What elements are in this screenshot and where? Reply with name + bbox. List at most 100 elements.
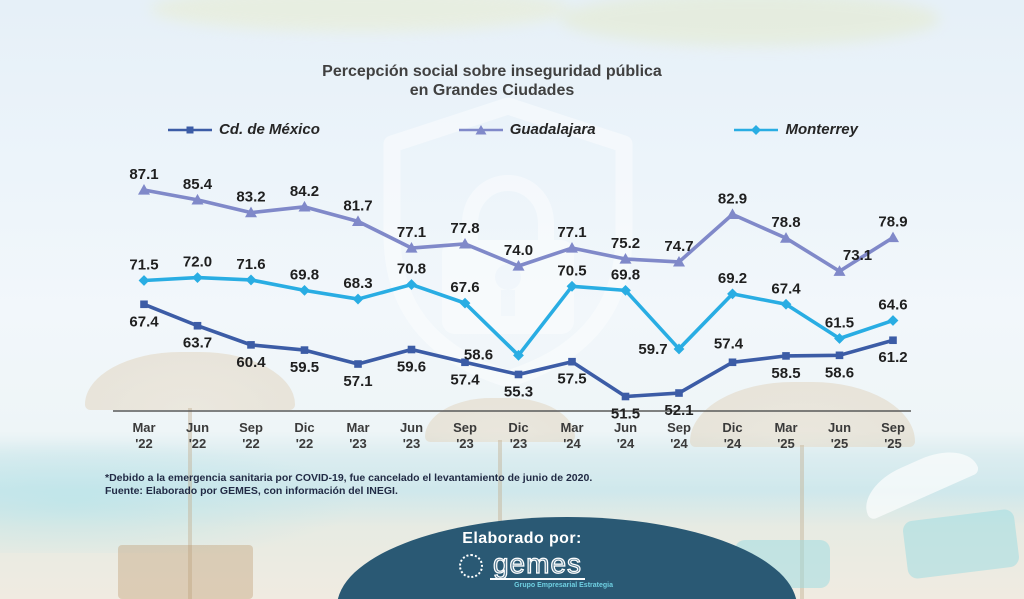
svg-text:'24: '24	[563, 436, 581, 451]
svg-text:69.8: 69.8	[290, 266, 319, 283]
footnote-source: Fuente: Elaborado por GEMES, con informa…	[105, 485, 398, 497]
svg-text:Jun: Jun	[828, 420, 851, 435]
svg-text:Mar: Mar	[774, 420, 797, 435]
svg-text:67.6: 67.6	[450, 279, 479, 296]
svg-text:69.2: 69.2	[718, 270, 747, 287]
svg-text:57.4: 57.4	[450, 371, 480, 388]
svg-text:Sep: Sep	[881, 420, 905, 435]
svg-text:Dic: Dic	[294, 420, 314, 435]
svg-text:Sep: Sep	[667, 420, 691, 435]
svg-text:82.9: 82.9	[718, 190, 747, 207]
svg-text:Dic: Dic	[722, 420, 742, 435]
svg-text:Jun: Jun	[614, 420, 637, 435]
svg-text:77.1: 77.1	[397, 224, 426, 241]
svg-text:70.5: 70.5	[557, 262, 586, 279]
svg-text:Sep: Sep	[239, 420, 263, 435]
chart-legend: Cd. de México Guadalajara Monterrey	[168, 121, 858, 138]
beach-chair-shape	[118, 545, 253, 599]
svg-text:Mar: Mar	[560, 420, 583, 435]
gemes-logo: gemes	[397, 549, 647, 580]
legend-label-guadalajara: Guadalajara	[509, 121, 596, 138]
svg-text:57.1: 57.1	[343, 373, 372, 390]
svg-text:73.1: 73.1	[843, 247, 872, 264]
svg-text:'22: '22	[135, 436, 153, 451]
svg-text:Sep: Sep	[453, 420, 477, 435]
svg-text:85.4: 85.4	[183, 176, 213, 193]
svg-text:52.1: 52.1	[664, 402, 693, 419]
svg-text:87.1: 87.1	[129, 166, 158, 183]
svg-text:64.6: 64.6	[878, 297, 907, 314]
svg-text:71.6: 71.6	[236, 256, 265, 273]
svg-text:58.6: 58.6	[825, 364, 854, 381]
gemes-logo-text: gemes	[489, 549, 586, 580]
svg-text:77.1: 77.1	[557, 224, 586, 241]
svg-text:67.4: 67.4	[771, 280, 801, 297]
svg-text:'23: '23	[456, 436, 474, 451]
svg-text:71.5: 71.5	[129, 257, 158, 274]
svg-text:70.8: 70.8	[397, 261, 426, 278]
svg-text:57.5: 57.5	[557, 371, 586, 388]
svg-text:'24: '24	[670, 436, 688, 451]
attribution-block: Elaborado por: gemes Grupo Empresarial E…	[397, 530, 647, 589]
svg-text:Jun: Jun	[400, 420, 423, 435]
svg-text:68.3: 68.3	[343, 275, 372, 292]
umbrella-pole-shape	[800, 445, 804, 599]
svg-text:59.6: 59.6	[397, 359, 426, 376]
legend-item-monterrey: Monterrey	[734, 121, 858, 138]
svg-text:67.4: 67.4	[129, 313, 159, 330]
gemes-logo-tagline: Grupo Empresarial Estrategia	[514, 582, 613, 589]
svg-text:Dic: Dic	[508, 420, 528, 435]
svg-text:51.5: 51.5	[611, 406, 640, 423]
gemes-dotted-circle-icon	[458, 553, 483, 578]
background-sea	[0, 438, 360, 553]
svg-text:'23: '23	[349, 436, 367, 451]
svg-text:61.5: 61.5	[825, 315, 854, 332]
svg-text:72.0: 72.0	[183, 254, 212, 271]
svg-text:84.2: 84.2	[290, 183, 319, 200]
chart-title-line1: Percepción social sobre inseguridad públ…	[322, 63, 662, 80]
attribution-heading: Elaborado por:	[462, 530, 582, 547]
svg-text:60.4: 60.4	[236, 354, 266, 371]
svg-text:69.8: 69.8	[611, 266, 640, 283]
legend-label-cd-de-m-xico: Cd. de México	[219, 121, 320, 138]
svg-text:57.4: 57.4	[714, 335, 744, 352]
svg-text:63.7: 63.7	[183, 335, 212, 352]
svg-text:'22: '22	[242, 436, 260, 451]
svg-text:75.2: 75.2	[611, 235, 640, 252]
chart-title: Percepción social sobre inseguridad públ…	[0, 62, 984, 100]
svg-text:74.7: 74.7	[664, 238, 693, 255]
svg-text:'23: '23	[403, 436, 421, 451]
svg-text:'22: '22	[189, 436, 207, 451]
svg-text:58.6: 58.6	[464, 346, 493, 363]
legend-marker-monterrey	[734, 124, 779, 135]
svg-text:Mar: Mar	[346, 420, 369, 435]
legend-label-monterrey: Monterrey	[785, 121, 858, 138]
svg-text:'24: '24	[724, 436, 742, 451]
svg-text:83.2: 83.2	[236, 189, 265, 206]
svg-text:81.7: 81.7	[343, 197, 372, 214]
svg-text:74.0: 74.0	[504, 242, 533, 259]
svg-text:59.5: 59.5	[290, 359, 319, 376]
svg-text:'22: '22	[296, 436, 314, 451]
umbrella-pole-shape	[188, 408, 192, 599]
legend-item-guadalajara: Guadalajara	[458, 121, 596, 138]
legend-marker-guadalajara	[458, 124, 503, 134]
legend-marker-cd-de-m-xico	[168, 126, 212, 133]
umbrella-pole-shape	[498, 440, 502, 599]
background-foliage	[560, 0, 940, 46]
svg-text:'23: '23	[510, 436, 528, 451]
legend-item-cd-de-m-xico: Cd. de México	[168, 121, 320, 138]
svg-text:'25: '25	[831, 436, 849, 451]
svg-text:'25: '25	[777, 436, 795, 451]
svg-text:Jun: Jun	[186, 420, 209, 435]
svg-text:59.7: 59.7	[638, 341, 667, 358]
svg-text:58.5: 58.5	[771, 365, 800, 382]
footnote: *Debido a la emergencia sanitaria por CO…	[105, 472, 592, 498]
svg-text:78.8: 78.8	[771, 214, 800, 231]
footnote-covid-note: *Debido a la emergencia sanitaria por CO…	[105, 472, 593, 484]
svg-text:78.9: 78.9	[878, 214, 907, 231]
svg-text:'24: '24	[617, 436, 635, 451]
chart-title-line2: en Grandes Ciudades	[409, 82, 575, 99]
